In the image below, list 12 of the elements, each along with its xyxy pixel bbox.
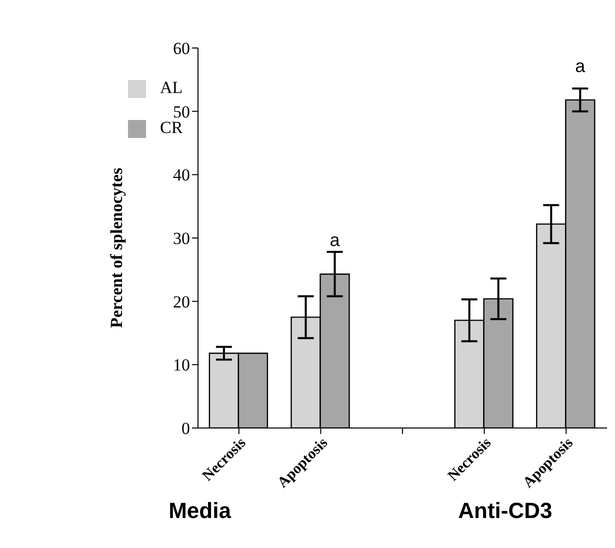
data-label: a	[575, 56, 586, 76]
text: Anti-CD3	[457, 498, 554, 524]
y-tick-label: 20	[173, 292, 190, 312]
y-tick-label: 0	[182, 419, 190, 438]
y-tick-label: 40	[173, 166, 190, 185]
y-tick-label: 30	[173, 229, 190, 248]
text: Media	[168, 498, 232, 524]
y-tick-label: 10	[173, 356, 190, 375]
data-label: a	[330, 230, 341, 250]
legend-label: AL	[160, 78, 183, 97]
y-axis-title: Percent of splenocytes	[107, 167, 126, 328]
y-tick-label: 60	[173, 39, 190, 58]
